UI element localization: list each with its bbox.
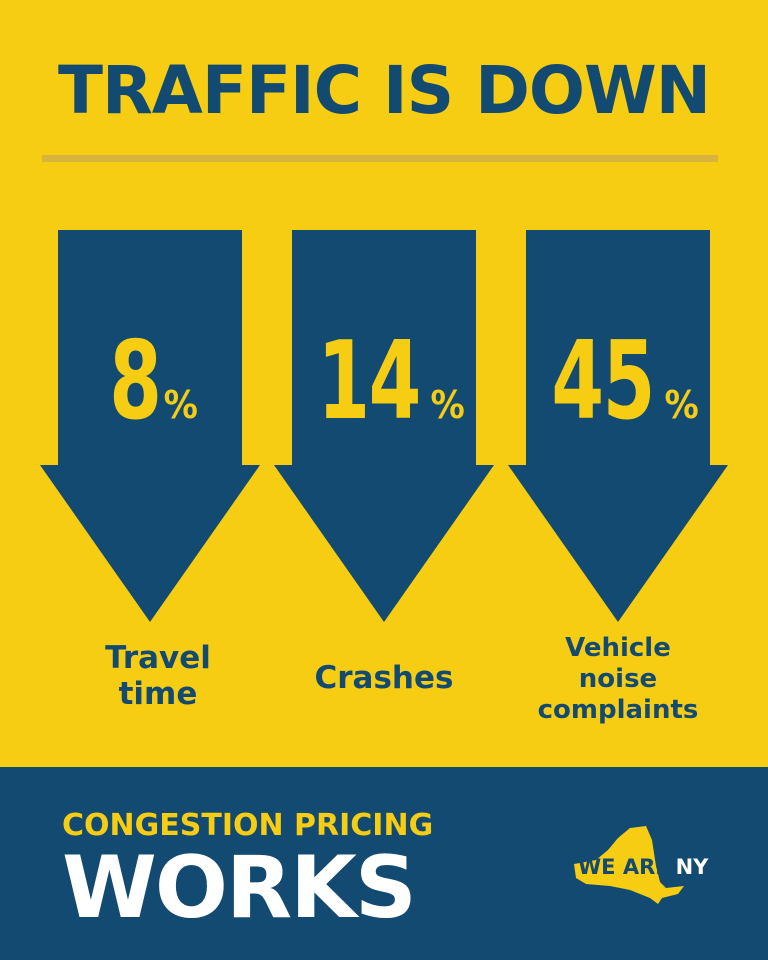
new-york-state-icon [574,826,684,904]
label-line: Travel [105,640,211,676]
footer-line2: WORKS [62,838,417,938]
label-line: time [118,676,198,712]
divider [42,155,718,162]
stat-label-travel-time: Travel time [38,640,278,712]
label-line: noise [578,664,658,694]
down-arrow-icon [274,230,494,622]
logo-we-are: WE ARE [578,855,670,879]
label-line: Crashes [314,660,454,696]
footer-line1: CONGESTION PRICING [62,808,434,843]
stat-travel-time: 8 % [40,230,260,622]
down-arrow-icon [508,230,728,622]
stat-value: 8 % [40,328,260,436]
stat-number: 14 [317,319,422,444]
logo-ny: NY [675,855,709,879]
stat-value: 14 % [274,328,494,436]
stat-label-crashes: Crashes [264,660,504,696]
stat-number: 45 [551,319,656,444]
stat-unit: % [664,383,699,427]
down-arrow-icon [40,230,260,622]
stat-vehicle-noise: 45 % [508,230,728,622]
stat-crashes: 14 % [274,230,494,622]
stat-number: 8 [109,319,162,444]
label-line: Vehicle [565,633,671,663]
we-are-ny-logo: WE ARE NY [578,855,708,879]
headline: TRAFFIC IS DOWN [57,52,711,129]
stat-unit: % [163,383,198,427]
stat-value: 45 % [508,328,728,436]
label-line: complaints [537,695,699,725]
stat-unit: % [430,383,465,427]
stat-label-vehicle-noise: Vehicle noise complaints [498,633,738,726]
